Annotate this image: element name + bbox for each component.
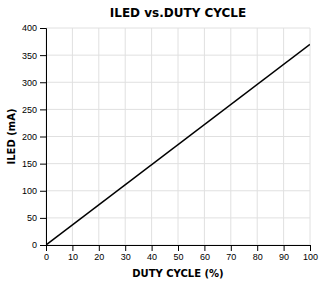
x-tick: 20	[94, 245, 104, 262]
y-tick-label: 400	[22, 23, 37, 33]
y-tick-label: 100	[22, 186, 37, 196]
y-tick-mark	[40, 28, 46, 29]
x-tick-mark	[99, 245, 100, 251]
title: ILED vs.DUTY CYCLE	[110, 6, 246, 20]
y-tick-label: 300	[22, 78, 37, 88]
y-tick: 250	[22, 105, 46, 115]
x-tick: 60	[200, 245, 210, 262]
x-tick-label: 80	[253, 252, 263, 262]
x-tick-label: 60	[200, 252, 210, 262]
line	[46, 44, 310, 245]
x-axis: 0 10 20 30 40 50 60 70 80 90 100	[44, 245, 318, 262]
y-tick: 100	[22, 186, 46, 196]
x-tick-mark	[152, 245, 153, 251]
y-axis-title: ILED (mA)	[6, 108, 17, 164]
y-tick: 50	[27, 213, 46, 223]
y-tick-mark	[40, 137, 46, 138]
x-tick: 70	[226, 245, 236, 262]
y-tick-mark	[40, 109, 46, 110]
y-tick: 200	[22, 132, 46, 142]
x-tick: 90	[279, 245, 289, 262]
y-grid-line	[46, 82, 310, 83]
y-tick-label: 200	[22, 132, 37, 142]
y-tick-mark	[40, 218, 46, 219]
x-tick-label: 40	[147, 252, 157, 262]
x-tick-label: 90	[279, 252, 289, 262]
x-tick-mark	[310, 245, 311, 251]
y-tick: 0	[32, 240, 46, 250]
x-tick-label: 20	[94, 252, 104, 262]
x-tick: 0	[44, 245, 49, 262]
x-tick: 30	[121, 245, 131, 262]
y-axis-line	[40, 29, 47, 246]
y-grid-line	[46, 55, 310, 56]
y-tick-mark	[40, 55, 46, 56]
x-tick-label: 50	[173, 252, 183, 262]
x-tick-mark	[231, 245, 232, 251]
x-tick-mark	[125, 245, 126, 251]
y-tick-label: 250	[22, 105, 37, 115]
x-tick-label: 70	[226, 252, 236, 262]
y-tick-label: 350	[22, 51, 37, 61]
x-tick-mark	[257, 245, 258, 251]
x-tick-label: 0	[44, 252, 49, 262]
x-tick: 40	[147, 245, 157, 262]
y-grid-line	[46, 109, 310, 110]
y-tick: 300	[22, 78, 46, 88]
x-axis-line	[47, 246, 311, 252]
y-tick-mark	[40, 164, 46, 165]
x-tick: 50	[173, 245, 183, 262]
x-tick-mark	[72, 245, 73, 251]
y-tick-mark	[40, 191, 46, 192]
x-axis-title: DUTY CYCLE (%)	[132, 268, 223, 279]
y-axis: 0 50 100 150 200 250 300 350 400	[22, 23, 47, 250]
y-tick-mark	[40, 82, 46, 83]
y-tick-mark	[40, 245, 46, 246]
x-tick-mark	[284, 245, 285, 251]
x-tick: 100	[303, 245, 318, 262]
y-tick-label: 150	[22, 159, 37, 169]
x-tick-label: 30	[121, 252, 131, 262]
marks	[46, 44, 310, 245]
y-tick: 350	[22, 51, 46, 61]
plot: 0 10 20 30 40 50 60 70 80 90 100 0 50 100 150 200 250 300…	[22, 23, 318, 262]
y-tick-label: 0	[32, 240, 37, 250]
x-tick-mark	[204, 245, 205, 251]
x-tick: 80	[253, 245, 263, 262]
y-grid-line	[46, 217, 310, 218]
y-tick-label: 50	[27, 213, 37, 223]
y-grid-line	[46, 136, 310, 137]
grid	[46, 28, 310, 245]
y-tick: 400	[22, 23, 46, 33]
y-tick: 150	[22, 159, 46, 169]
y-grid-line	[46, 28, 310, 29]
x-tick: 10	[68, 245, 78, 262]
chart: 0 10 20 30 40 50 60 70 80 90 100 0 50 100 150 200 250 300…	[0, 0, 324, 283]
y-grid-line	[46, 163, 310, 164]
x-tick-label: 100	[303, 252, 318, 262]
x-tick-mark	[178, 245, 179, 251]
y-grid-line	[46, 190, 310, 191]
x-tick-label: 10	[68, 252, 78, 262]
